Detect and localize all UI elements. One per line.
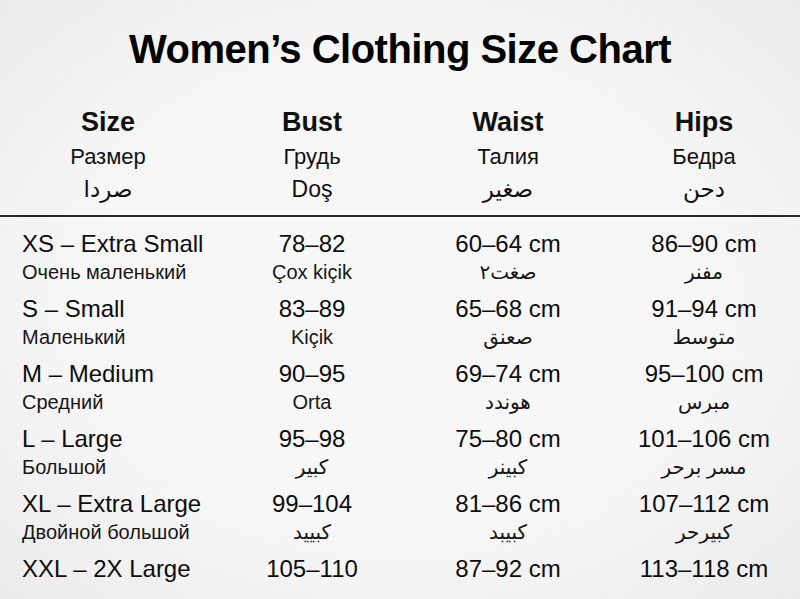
size-translation: Маленький [22,324,216,351]
bust-value: 105–110 [216,554,408,584]
waist-value: 65–68 cm [408,294,608,324]
bust-value: 99–104 [216,489,408,519]
hips-translation: كبيرحر [608,519,800,546]
waist-translation: هوندد [408,389,608,416]
cell-waist: 69–74 cm هوندد [408,359,608,424]
header-bust-en: Bust [216,104,408,140]
size-label: XXL – 2X Large [22,554,216,584]
table-row: XXL – 2X Large 105–110 87–92 cm 113–118 … [0,554,800,599]
size-label: S – Small [22,294,216,324]
size-label: XS – Extra Small [22,229,216,259]
bust-translation: كبير [216,454,408,481]
cell-bust: 95–98 كبير [216,424,408,489]
waist-value: 75–80 cm [408,424,608,454]
header-hips: Hips Бедра دحن [608,104,800,206]
header-hips-ru: Бедра [608,140,800,173]
cell-hips: 86–90 cm مفنر [608,229,800,294]
cell-size: XXL – 2X Large [0,554,216,599]
table-row: L – Large Большой 95–98 كبير 75–80 cm كب… [0,424,800,489]
cell-bust: 83–89 Kiçik [216,294,408,359]
hips-value: 113–118 cm [608,554,800,584]
hips-value: 95–100 cm [608,359,800,389]
size-translation: Двойной большой [22,519,216,546]
waist-translation: كبيبد [408,519,608,546]
waist-translation: صعنق [408,324,608,351]
waist-value: 69–74 cm [408,359,608,389]
size-label: L – Large [22,424,216,454]
bust-value: 83–89 [216,294,408,324]
cell-hips: 101–106 cm مسر برحر [608,424,800,489]
header-size-ru: Размер [0,140,216,173]
bust-value: 95–98 [216,424,408,454]
waist-translation: صغت٢ [408,259,608,286]
cell-bust: 90–95 Orta [216,359,408,424]
size-translation: Большой [22,454,216,481]
hips-value: 86–90 cm [608,229,800,259]
hips-translation: مبرس [608,389,800,416]
table-row: S – Small Маленький 83–89 Kiçik 65–68 cm… [0,294,800,359]
header-bust-third: Doş [216,173,408,206]
header-size: Size Размер صردا [0,104,216,206]
cell-bust: 105–110 [216,554,408,599]
cell-waist: 81–86 cm كبيبد [408,489,608,554]
size-label: XL – Extra Large [22,489,216,519]
table-row: XS – Extra Small Очень маленький 78–82 Ç… [0,229,800,294]
header-waist-ru: Талия [408,140,608,173]
bust-translation: كبييد [216,519,408,546]
header-waist-third: صغير [408,173,608,206]
header-waist: Waist Талия صغير [408,104,608,206]
cell-hips: 95–100 cm مبرس [608,359,800,424]
cell-hips: 113–118 cm [608,554,800,599]
cell-size: XS – Extra Small Очень маленький [0,229,216,294]
hips-value: 91–94 cm [608,294,800,324]
cell-waist: 65–68 cm صعنق [408,294,608,359]
hips-translation: مفنر [608,259,800,286]
bust-translation: Çox kiçik [216,259,408,286]
cell-bust: 78–82 Çox kiçik [216,229,408,294]
bust-value: 90–95 [216,359,408,389]
waist-value: 87–92 cm [408,554,608,584]
waist-value: 60–64 cm [408,229,608,259]
table-body: XS – Extra Small Очень маленький 78–82 Ç… [0,217,800,599]
cell-size: M – Medium Средний [0,359,216,424]
header-bust-ru: Грудь [216,140,408,173]
size-label: M – Medium [22,359,216,389]
cell-waist: 87–92 cm [408,554,608,599]
header-hips-third: دحن [608,173,800,206]
table-row: M – Medium Средний 90–95 Orta 69–74 cm ه… [0,359,800,424]
size-translation: Средний [22,389,216,416]
cell-hips: 91–94 cm متوسط [608,294,800,359]
table-row: XL – Extra Large Двойной большой 99–104 … [0,489,800,554]
cell-waist: 75–80 cm كبينر [408,424,608,489]
cell-size: XL – Extra Large Двойной большой [0,489,216,554]
header-size-en: Size [0,104,216,140]
hips-translation: متوسط [608,324,800,351]
cell-bust: 99–104 كبييد [216,489,408,554]
hips-translation: مسر برحر [608,454,800,481]
bust-translation: Kiçik [216,324,408,351]
page-title: Women’s Clothing Size Chart [0,26,800,72]
bust-translation: Orta [216,389,408,416]
hips-value: 107–112 cm [608,489,800,519]
cell-size: S – Small Маленький [0,294,216,359]
header-bust: Bust Грудь Doş [216,104,408,206]
size-translation: Очень маленький [22,259,216,286]
header-hips-en: Hips [608,104,800,140]
cell-waist: 60–64 cm صغت٢ [408,229,608,294]
size-chart-page: Women’s Clothing Size Chart Size Размер … [0,0,800,599]
header-waist-en: Waist [408,104,608,140]
bust-value: 78–82 [216,229,408,259]
waist-value: 81–86 cm [408,489,608,519]
hips-value: 101–106 cm [608,424,800,454]
cell-size: L – Large Большой [0,424,216,489]
waist-translation: كبينر [408,454,608,481]
table-header: Size Размер صردا Bust Грудь Doş Waist Та… [0,104,800,206]
header-size-third: صردا [0,173,216,206]
cell-hips: 107–112 cm كبيرحر [608,489,800,554]
